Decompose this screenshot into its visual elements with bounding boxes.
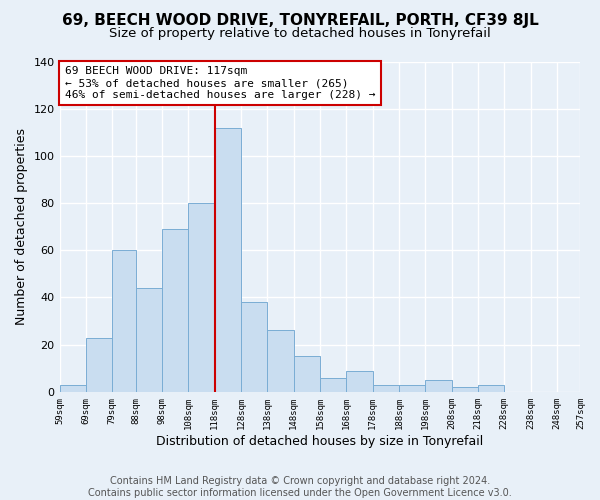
Bar	[294, 356, 320, 392]
Bar	[425, 380, 452, 392]
Text: 69, BEECH WOOD DRIVE, TONYREFAIL, PORTH, CF39 8JL: 69, BEECH WOOD DRIVE, TONYREFAIL, PORTH,…	[62, 12, 538, 28]
Bar	[373, 385, 399, 392]
Bar	[268, 330, 294, 392]
Text: Size of property relative to detached houses in Tonyrefail: Size of property relative to detached ho…	[109, 28, 491, 40]
Bar	[241, 302, 268, 392]
Bar	[188, 203, 215, 392]
Bar	[59, 385, 86, 392]
Bar	[162, 229, 188, 392]
Y-axis label: Number of detached properties: Number of detached properties	[15, 128, 28, 325]
Bar	[478, 385, 504, 392]
Bar	[86, 338, 112, 392]
Text: Contains HM Land Registry data © Crown copyright and database right 2024.
Contai: Contains HM Land Registry data © Crown c…	[88, 476, 512, 498]
Bar	[399, 385, 425, 392]
Bar	[112, 250, 136, 392]
Text: 69 BEECH WOOD DRIVE: 117sqm
← 53% of detached houses are smaller (265)
46% of se: 69 BEECH WOOD DRIVE: 117sqm ← 53% of det…	[65, 66, 375, 100]
X-axis label: Distribution of detached houses by size in Tonyrefail: Distribution of detached houses by size …	[157, 434, 484, 448]
Bar	[346, 370, 373, 392]
Bar	[452, 387, 478, 392]
Bar	[215, 128, 241, 392]
Bar	[320, 378, 346, 392]
Bar	[136, 288, 162, 392]
